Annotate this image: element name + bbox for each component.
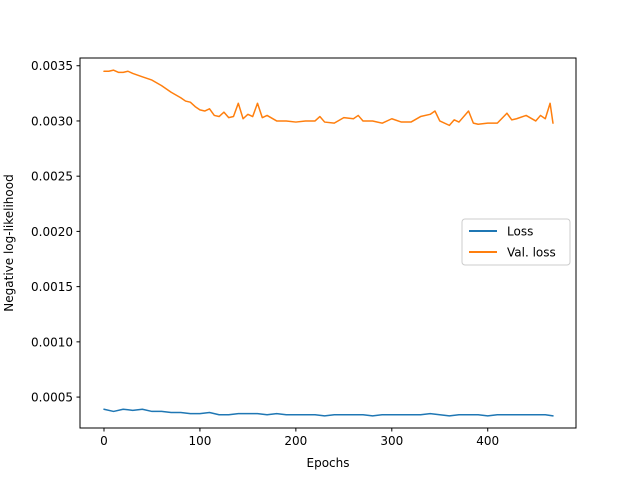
y-axis-label: Negative log-likelihood	[2, 174, 16, 311]
y-tick-label: 0.0015	[31, 280, 73, 294]
y-tick-label: 0.0035	[31, 59, 73, 73]
x-tick-label: 300	[380, 434, 403, 448]
y-tick-label: 0.0020	[31, 225, 73, 239]
y-tick-label: 0.0030	[31, 114, 73, 128]
x-tick-label: 100	[188, 434, 211, 448]
series-line-loss	[103, 408, 554, 417]
legend-label-val-loss: Val. loss	[507, 246, 556, 260]
x-tick-label: 200	[284, 434, 307, 448]
x-tick-label: 400	[476, 434, 499, 448]
y-tick-label: 0.0010	[31, 335, 73, 349]
y-tick-label: 0.0005	[31, 391, 73, 405]
y-tick-label: 0.0025	[31, 170, 73, 184]
x-axis-ticks: 0 100 200 300 400	[100, 428, 499, 448]
legend: Loss Val. loss	[461, 218, 571, 266]
series-layer	[103, 69, 554, 417]
y-axis-ticks: 0.0005 0.0010 0.0015 0.0020 0.0025 0.0030 0.00…	[31, 59, 80, 405]
x-axis-label: Epochs	[307, 456, 350, 470]
plot-area-frame	[79, 57, 577, 429]
x-tick-label: 0	[100, 434, 108, 448]
series-line-val-loss	[103, 69, 554, 127]
legend-label-loss: Loss	[507, 225, 533, 239]
